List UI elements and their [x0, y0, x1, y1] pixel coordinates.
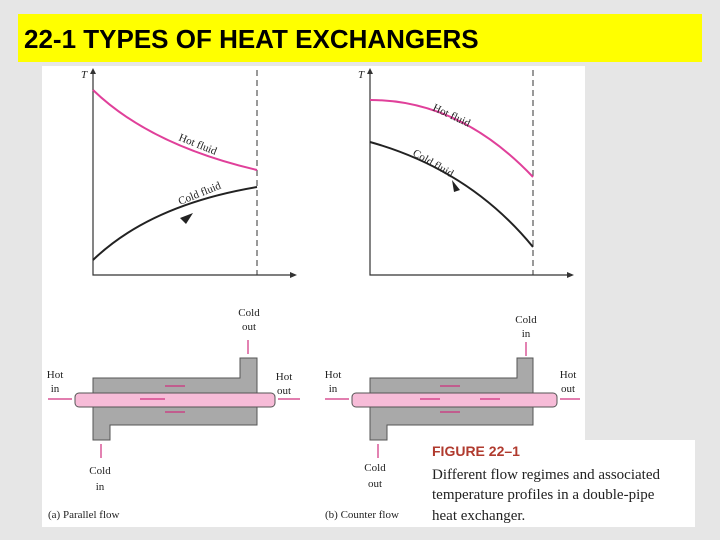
axis-label: T — [358, 69, 365, 81]
port-label: Cold — [364, 462, 386, 474]
port-label: out — [561, 383, 575, 395]
axis-label: T — [81, 69, 88, 81]
port-label: in — [522, 328, 531, 340]
slide-title: 22-1 TYPES OF HEAT EXCHANGERS — [24, 24, 479, 54]
pipe-parallel: Cold out Hot in Hot out Cold in (a) Para… — [47, 307, 300, 521]
port-label: in — [329, 383, 338, 395]
port-label: Cold — [89, 465, 111, 477]
cold-curve — [369, 141, 534, 248]
port-label: out — [368, 478, 382, 490]
port-label: in — [96, 481, 105, 493]
axes — [92, 70, 295, 276]
inner-pipe — [74, 392, 276, 408]
inner-pipe — [351, 392, 558, 408]
port-label: in — [51, 383, 60, 395]
port-label: out — [242, 321, 256, 333]
axes — [369, 70, 572, 276]
figure-caption: Different flow regimes and associated — [432, 467, 660, 483]
port-label: Hot — [325, 369, 342, 381]
flow-arrow — [180, 213, 193, 224]
port-label: Hot — [47, 369, 64, 381]
port-label: Cold — [515, 314, 537, 326]
port-label: out — [277, 385, 291, 397]
port-label: Cold — [238, 307, 260, 319]
figure-caption: temperature profiles in a double-pipe — [432, 487, 655, 503]
figure-label: FIGURE 22–1 — [432, 443, 520, 459]
figure-caption: heat exchanger. — [432, 508, 525, 524]
flow-arrow — [452, 180, 460, 192]
title-bar — [18, 14, 702, 62]
hot-curve — [369, 99, 534, 178]
pipe-counter: Cold in Hot in Hot out Cold out (b) Coun… — [325, 314, 580, 521]
panel-caption: (b) Counter flow — [325, 509, 399, 521]
hot-curve — [92, 89, 258, 171]
caption-box — [425, 440, 695, 527]
flow-arrows — [48, 340, 300, 458]
panel-caption: (a) Parallel flow — [48, 509, 120, 521]
cold-curve — [92, 186, 258, 261]
flow-arrows — [325, 342, 580, 458]
port-label: Hot — [276, 371, 293, 383]
port-label: Hot — [560, 369, 577, 381]
